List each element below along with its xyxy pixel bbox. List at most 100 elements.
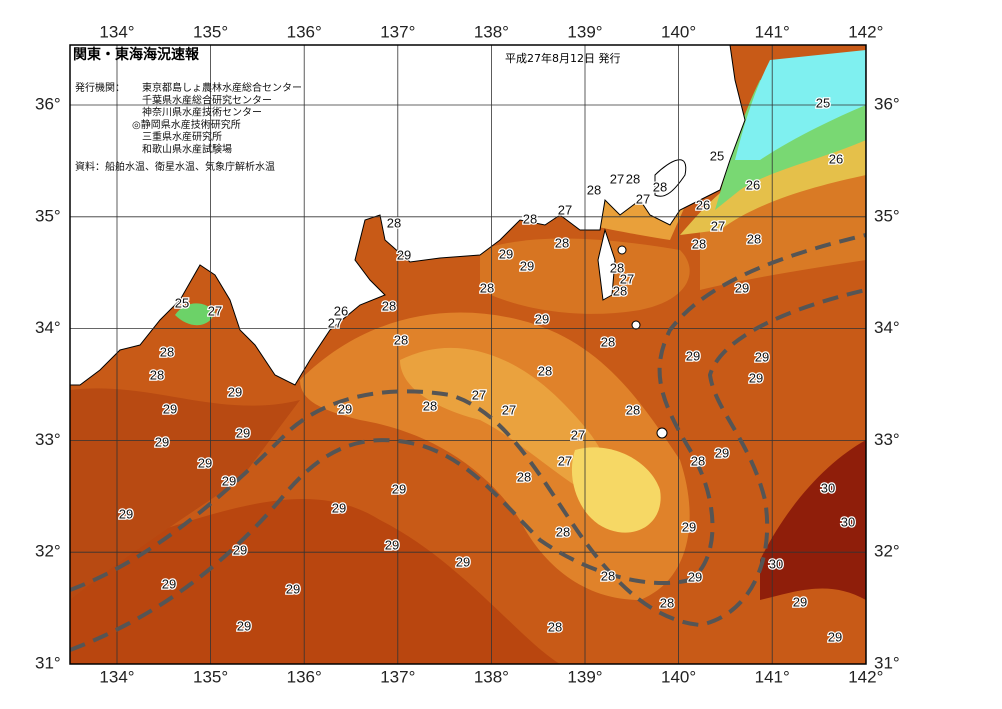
contour-label: 27	[208, 303, 222, 318]
contour-label: 29	[198, 455, 212, 470]
hot-area	[760, 440, 866, 600]
contour-label: 29	[749, 370, 763, 385]
contour-label: 29	[499, 246, 513, 261]
lon-label-bottom: 137°	[380, 667, 415, 686]
lon-label-bottom: 141°	[755, 667, 790, 686]
contour-label: 27	[636, 191, 650, 206]
cool-area	[400, 347, 608, 500]
contour-label: 29	[715, 445, 729, 460]
issuer: 神奈川県水産技術センター	[142, 106, 262, 119]
contour-label: 25	[710, 148, 724, 163]
degree-labels: 134° 134° 135° 135° 136° 136° 137° 137° 138° 138°…	[35, 22, 900, 686]
contour-label: 28	[556, 524, 570, 539]
cool-area	[680, 140, 866, 235]
contour-label: 29	[682, 519, 696, 534]
contour-label: 29	[392, 481, 406, 496]
contour-label: 29	[155, 434, 169, 449]
warm-area	[70, 388, 300, 600]
contour-label: 28	[523, 211, 537, 226]
contour-label: 29	[755, 349, 769, 364]
issuer-label: 発行機関：	[75, 81, 125, 94]
lon-label-top: 142°	[848, 22, 883, 41]
contour-label: 28	[480, 280, 494, 295]
contour-label: 29	[163, 401, 177, 416]
contour-label: 26	[829, 151, 843, 166]
lon-label-top: 139°	[567, 22, 602, 41]
contour-label: 28	[626, 171, 640, 186]
contour-label: 28	[150, 367, 164, 382]
contour-label: 27	[328, 315, 342, 330]
graticule	[70, 45, 866, 664]
lat-label-right: 36°	[874, 94, 900, 113]
contour-label: 29	[385, 537, 399, 552]
lat-label-right: 31°	[874, 653, 900, 672]
contour-label: 30	[841, 514, 855, 529]
contour-label: 27	[711, 218, 725, 233]
lat-label-right: 34°	[874, 318, 900, 337]
lat-label-left: 32°	[35, 542, 61, 561]
island	[631, 320, 641, 330]
contour-label: 29	[162, 576, 176, 591]
contour-label: 26	[334, 303, 348, 318]
contour-label: 28	[691, 453, 705, 468]
contour-label: 29	[236, 425, 250, 440]
lon-label-top: 138°	[474, 22, 509, 41]
issuer: ◎静岡県水産技術研究所	[132, 118, 241, 131]
land	[597, 228, 616, 301]
lon-label-top: 135°	[193, 22, 228, 41]
issuer: 和歌山県水産試験場	[142, 143, 232, 156]
contour-label: 28	[601, 334, 615, 349]
contour-label: 28	[747, 231, 761, 246]
contour-label: 29	[222, 473, 236, 488]
contour-label: 27	[472, 387, 486, 402]
contour-label: 28	[601, 568, 615, 583]
contour-label: 28	[538, 363, 552, 378]
contour-label: 27	[558, 202, 572, 217]
contour-label: 29	[828, 629, 842, 644]
contour-label: 28	[555, 235, 569, 250]
lon-label-top: 134°	[99, 22, 134, 41]
lat-label-right: 33°	[874, 430, 900, 449]
contour-label: 27	[571, 427, 585, 442]
lat-label-left: 33°	[35, 430, 61, 449]
kuroshio-axis	[70, 233, 866, 652]
contour-label: 29	[793, 594, 807, 609]
lon-label-bottom: 140°	[661, 667, 696, 686]
contour-label: 29	[338, 401, 352, 416]
lon-label-top: 136°	[287, 22, 322, 41]
island	[654, 159, 687, 197]
kuroshio-axis	[70, 288, 866, 628]
lon-label-bottom: 142°	[848, 667, 883, 686]
issue-date: 平成27年8月12日 発行	[505, 51, 621, 65]
contour-label: 30	[769, 556, 783, 571]
lon-label-bottom: 139°	[567, 667, 602, 686]
contour-label: 26	[746, 177, 760, 192]
issuer: 三重県水産研究所	[142, 130, 222, 143]
issuer: 東京都島しょ農林水産総合センター	[142, 81, 302, 94]
lat-label-left: 36°	[35, 94, 61, 113]
contour-label: 28	[548, 619, 562, 634]
lat-label-right: 32°	[874, 542, 900, 561]
contour-label: 29	[119, 506, 133, 521]
contour-label: 28	[387, 215, 401, 230]
lat-label-left: 34°	[35, 318, 61, 337]
lat-label-left: 31°	[35, 653, 61, 672]
lon-label-bottom: 135°	[193, 667, 228, 686]
contour-label: 28	[660, 595, 674, 610]
contour-label: 29	[228, 384, 242, 399]
contour-label: 28	[610, 260, 624, 275]
title: 関東・東海海況速報	[73, 46, 200, 63]
lon-label-top: 137°	[380, 22, 415, 41]
contour-label: 25	[816, 95, 830, 110]
lat-label-left: 35°	[35, 206, 61, 225]
contour-label: 25	[175, 295, 189, 310]
contour-label: 29	[332, 500, 346, 515]
cool-area	[571, 447, 661, 533]
contour-label: 27	[620, 271, 634, 286]
contour-label: 28	[653, 179, 667, 194]
contour-label: 28	[382, 298, 396, 313]
contour-label: 29	[688, 569, 702, 584]
